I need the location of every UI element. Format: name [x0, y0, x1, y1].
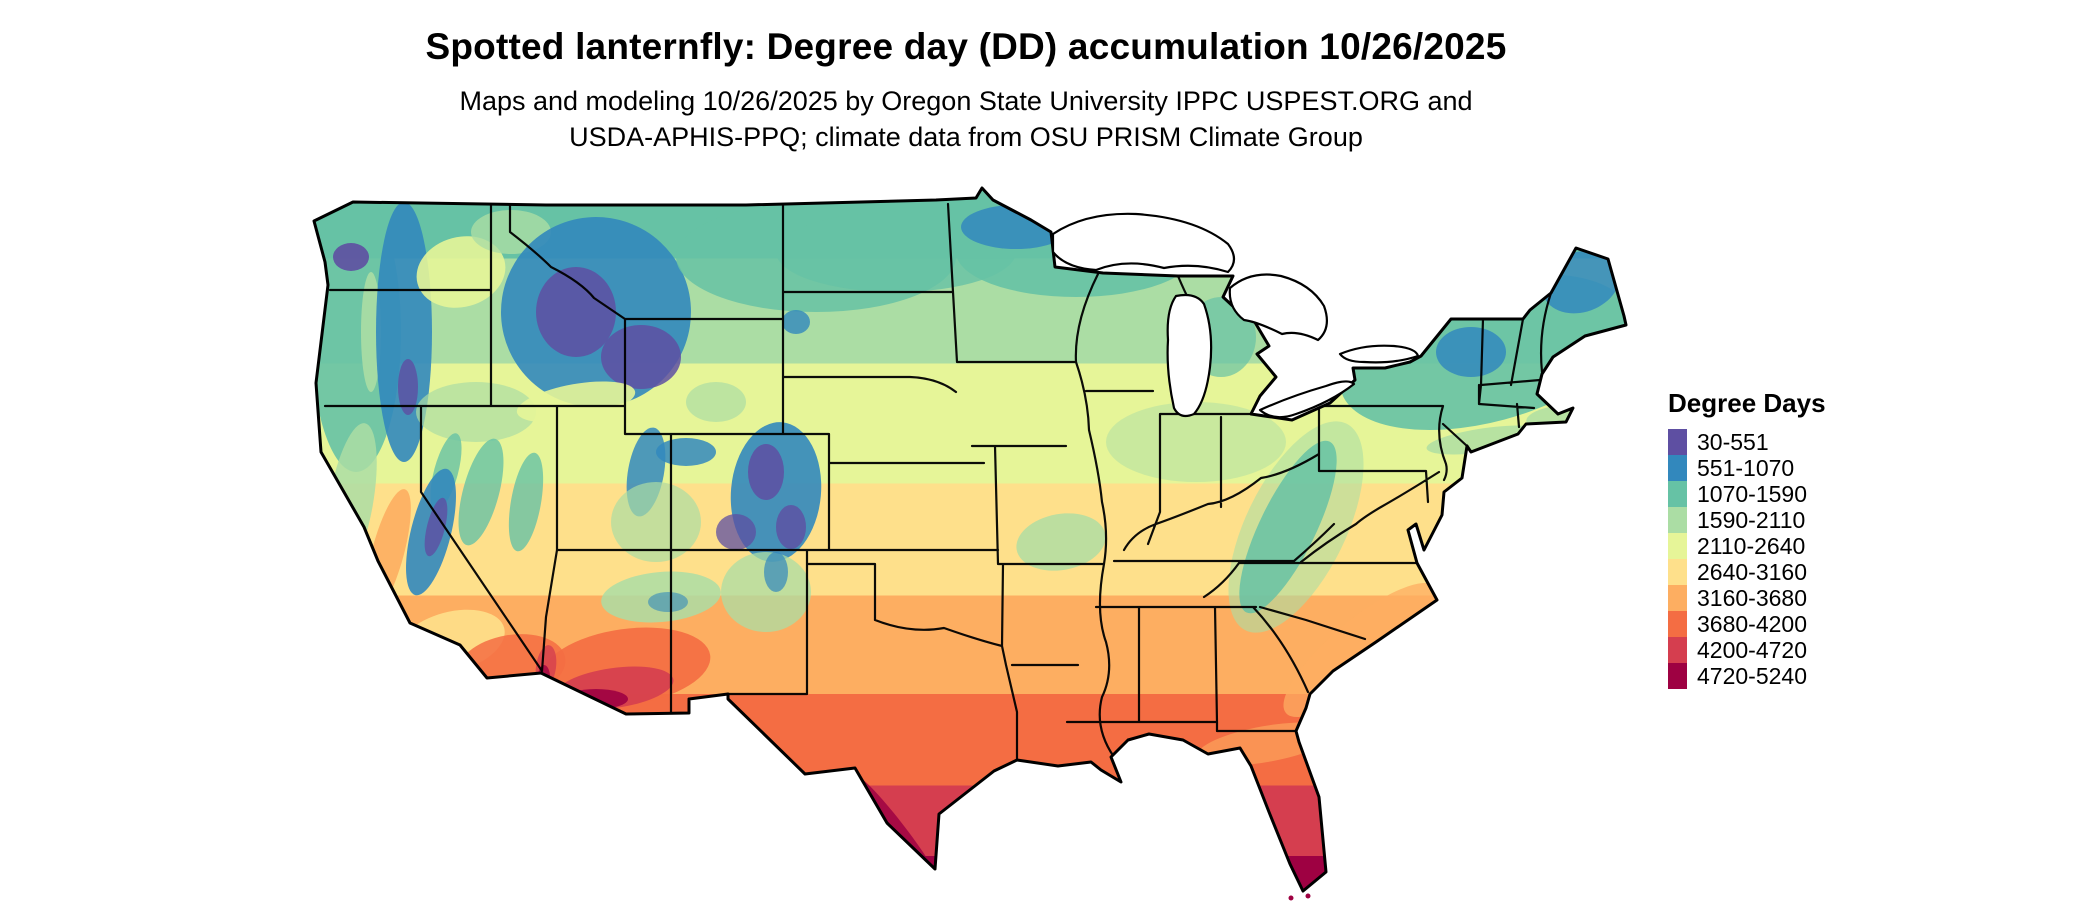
- raster-sangre-blue: [764, 552, 788, 592]
- subtitle-line-1: Maps and modeling 10/26/2025 by Oregon S…: [459, 86, 1473, 116]
- legend-swatch: [1668, 663, 1687, 689]
- raster-nevada-range-teal-1: [458, 438, 504, 546]
- raster-nw-coast-teal: [314, 192, 401, 472]
- raster-snake-plain-warm: [516, 381, 636, 423]
- florida-keys-dot-1: [1288, 895, 1294, 901]
- legend-label: 2110-2640: [1697, 533, 1806, 559]
- lake-huron: [1228, 273, 1329, 342]
- lake-ontario: [1338, 344, 1420, 364]
- raster-appalachian-teal: [1239, 440, 1337, 614]
- legend-swatch: [1668, 507, 1687, 533]
- legend-row: 1070-1590: [1668, 481, 1826, 507]
- page-title: Spotted lanternfly: Degree day (DD) accu…: [425, 26, 1507, 67]
- legend-label: 2640-3160: [1697, 559, 1807, 585]
- legend-row: 4200-4720: [1668, 637, 1826, 663]
- map-header: Spotted lanternfly: Degree day (DD) accu…: [0, 0, 1932, 155]
- legend-title: Degree Days: [1668, 388, 1826, 418]
- legend-row: 30-551: [1668, 429, 1826, 455]
- lake-superior: [1051, 212, 1236, 274]
- raster-colorado-purple-1: [748, 444, 784, 500]
- raster-adirondack-blue: [1436, 327, 1506, 377]
- raster-utah-green: [611, 482, 701, 562]
- raster-san-juan-purple: [716, 514, 756, 550]
- raster-se-or-green: [416, 382, 536, 442]
- legend-label: 4720-5240: [1697, 663, 1807, 689]
- legend-row: 551-1070: [1668, 455, 1826, 481]
- legend-swatch: [1668, 559, 1687, 585]
- raster-nevada-range-teal-2: [508, 452, 544, 552]
- legend-label: 3680-4200: [1697, 611, 1807, 637]
- raster-wyoming-basin-green: [686, 382, 746, 422]
- legend-swatch: [1668, 585, 1687, 611]
- legend-row: 2110-2640: [1668, 533, 1826, 559]
- raster-uinta-blue: [656, 438, 716, 466]
- degree-days-legend: Degree Days 30-551 551-1070 1070-1590 15…: [1668, 388, 1826, 689]
- lake-erie: [1258, 380, 1356, 419]
- subtitle-line-2: USDA-APHIS-PPQ; climate data from OSU PR…: [569, 121, 1363, 152]
- legend-row: 2640-3160: [1668, 559, 1826, 585]
- legend-row: 1590-2110: [1668, 507, 1826, 533]
- lake-michigan: [1166, 293, 1213, 418]
- legend-swatch: [1668, 637, 1687, 663]
- legend-label: 1590-2110: [1697, 507, 1806, 533]
- raster-willamette-green: [361, 272, 381, 392]
- legend-row: 4720-5240: [1668, 663, 1826, 689]
- legend-swatch: [1668, 455, 1687, 481]
- raster-cascades-blue: [376, 202, 432, 462]
- raster-black-hills-blue: [782, 310, 810, 334]
- state-borders: [323, 202, 1553, 762]
- legend-swatch: [1668, 429, 1687, 455]
- legend-label: 1070-1590: [1697, 481, 1807, 507]
- us-degree-day-map: [296, 172, 1636, 902]
- raster-yellowstone-purple: [601, 325, 681, 389]
- great-lakes: [1051, 212, 1420, 419]
- raster-colorado-purple-2: [776, 505, 806, 549]
- legend-swatch: [1668, 481, 1687, 507]
- legend-label: 30-551: [1697, 429, 1769, 455]
- us-map-svg: [312, 186, 1628, 901]
- legend-row: 3160-3680: [1668, 585, 1826, 611]
- raster-midwest-green: [1106, 402, 1286, 482]
- raster-mogollon-blue: [648, 592, 688, 612]
- legend-label: 4200-4720: [1697, 637, 1807, 663]
- legend-row: 3680-4200: [1668, 611, 1826, 637]
- legend-label: 551-1070: [1697, 455, 1795, 481]
- legend-label: 3160-3680: [1697, 585, 1807, 611]
- raster-sierra-purple: [424, 497, 448, 557]
- raster-ozark-green: [1016, 513, 1106, 571]
- raster-nm-green: [721, 552, 811, 632]
- raster-or-cascades-purple: [398, 359, 418, 415]
- raster-idaho-purple: [536, 267, 616, 357]
- raster-north-dakota-teal: [776, 212, 1016, 292]
- legend-swatch: [1668, 611, 1687, 637]
- map-subtitle: Maps and modeling 10/26/2025 by Oregon S…: [0, 84, 1932, 155]
- florida-keys-dot-2: [1305, 893, 1311, 899]
- legend-swatch: [1668, 533, 1687, 559]
- raster-long-island-green: [1426, 425, 1546, 455]
- raster-olympics-purple: [333, 243, 369, 271]
